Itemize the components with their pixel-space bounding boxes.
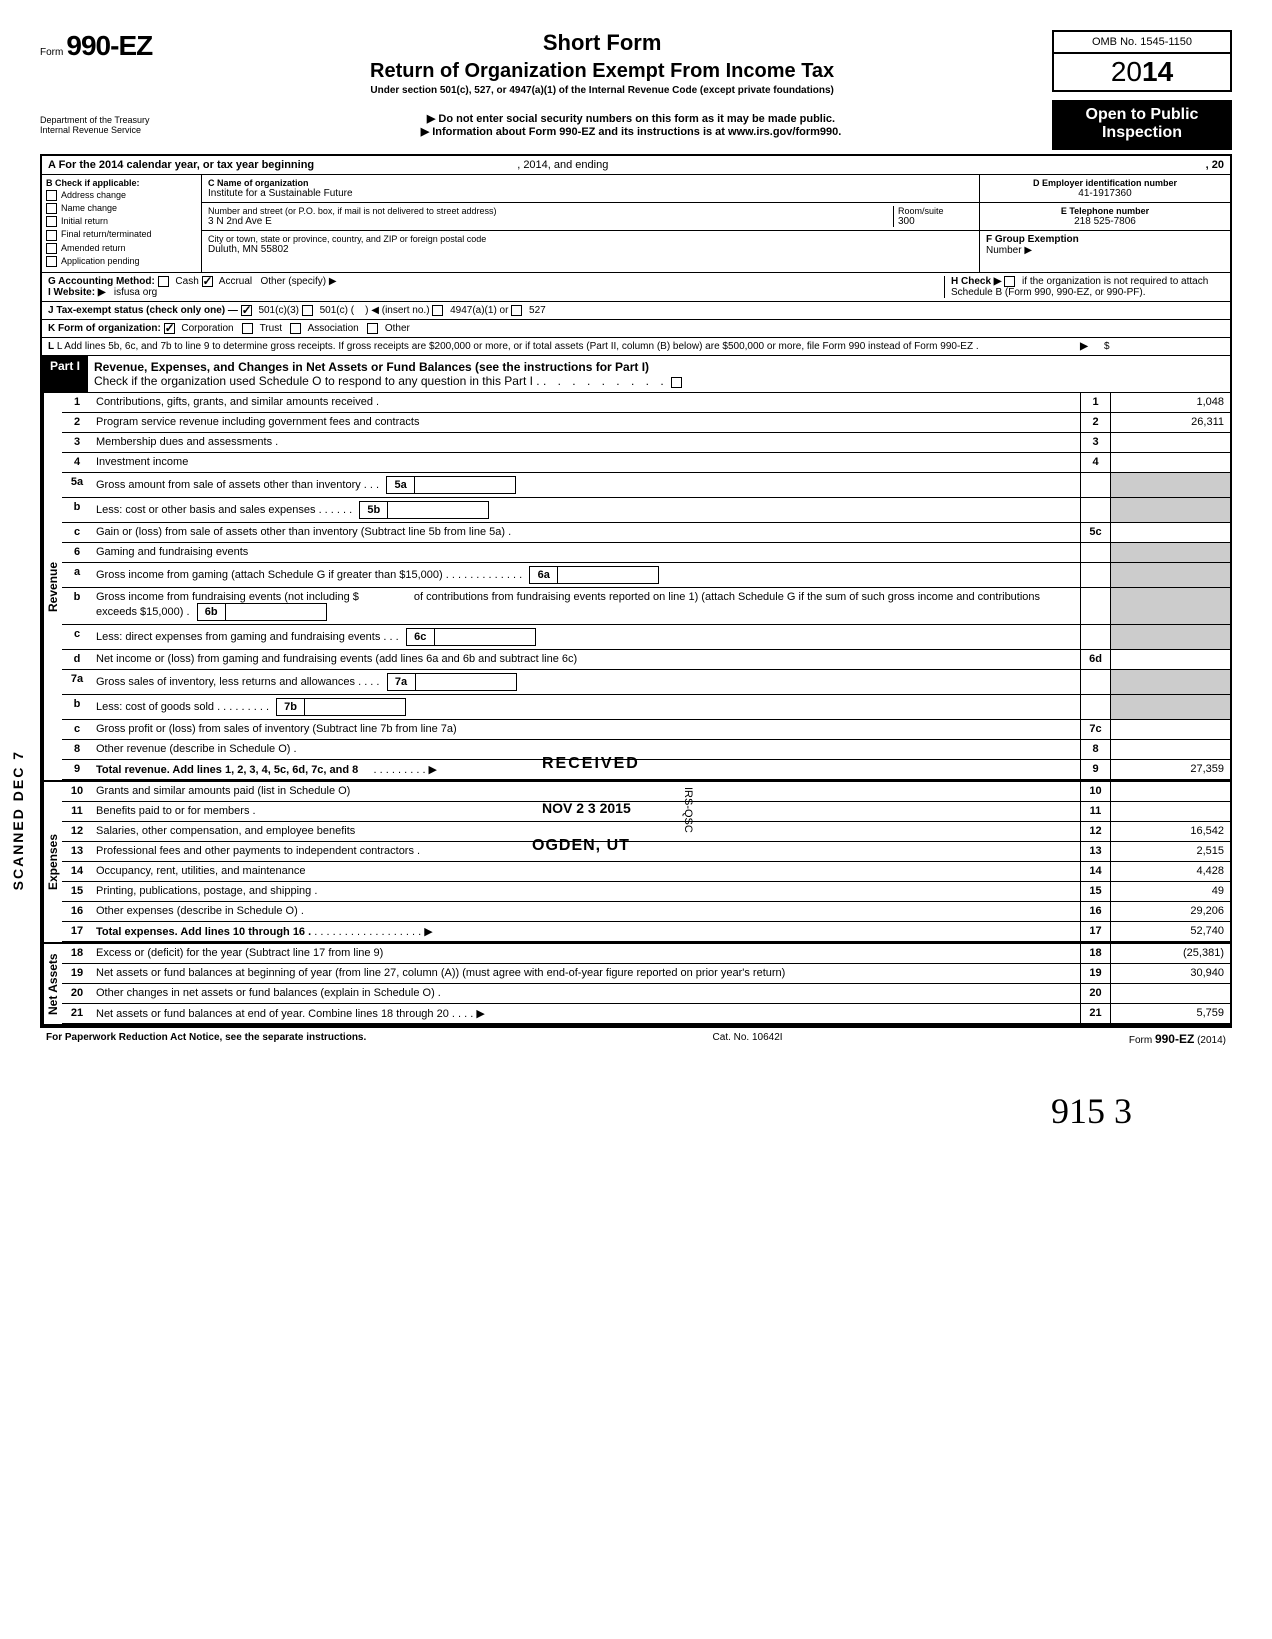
check-other-org[interactable] bbox=[367, 323, 378, 334]
tax-year: 2014 bbox=[1054, 54, 1230, 90]
room-suite: 300 bbox=[898, 216, 973, 227]
line15-val: 49 bbox=[1110, 882, 1230, 901]
check-accrual[interactable] bbox=[202, 276, 213, 287]
line14-val: 4,428 bbox=[1110, 862, 1230, 881]
section-a: A For the 2014 calendar year, or tax yea… bbox=[42, 156, 1230, 175]
line1-val: 1,048 bbox=[1110, 393, 1230, 412]
section-j: J Tax-exempt status (check only one) — 5… bbox=[42, 302, 1230, 320]
irs-stamp: IRS-QSC bbox=[682, 787, 694, 833]
part1-header: Part I Revenue, Expenses, and Changes in… bbox=[42, 356, 1230, 393]
check-4947[interactable] bbox=[432, 305, 443, 316]
check-trust[interactable] bbox=[242, 323, 253, 334]
check-corp[interactable] bbox=[164, 323, 175, 334]
subtitle: Under section 501(c), 527, or 4947(a)(1)… bbox=[162, 85, 1042, 96]
section-k: K Form of organization: Corporation Trus… bbox=[42, 320, 1230, 338]
section-de: D Employer identification number41-19173… bbox=[980, 175, 1230, 272]
website: isfusa org bbox=[114, 287, 157, 298]
handwritten-note: 915 3 bbox=[40, 1090, 1232, 1132]
check-name[interactable] bbox=[46, 203, 57, 214]
section-c: C Name of organizationInstitute for a Su… bbox=[202, 175, 980, 272]
ein: 41-1917360 bbox=[986, 188, 1224, 199]
revenue-label: Revenue bbox=[42, 393, 62, 780]
check-final[interactable] bbox=[46, 230, 57, 241]
check-sched-o[interactable] bbox=[671, 377, 682, 388]
check-pending[interactable] bbox=[46, 256, 57, 267]
line16-val: 29,206 bbox=[1110, 902, 1230, 921]
line13-val: 2,515 bbox=[1110, 842, 1230, 861]
line12-val: 16,542 bbox=[1110, 822, 1230, 841]
expenses-label: Expenses bbox=[42, 782, 62, 942]
form-number: 990-EZ bbox=[66, 30, 152, 61]
open-public-box: Open to Public Inspection bbox=[1052, 100, 1232, 150]
check-501c3[interactable] bbox=[241, 305, 252, 316]
right-header-boxes: OMB No. 1545-1150 2014 bbox=[1052, 30, 1232, 92]
check-amended[interactable] bbox=[46, 243, 57, 254]
ogden-stamp: OGDEN, UT bbox=[532, 837, 630, 855]
expenses-section: Expenses NOV 2 3 2015 OGDEN, UT IRS-QSC … bbox=[42, 782, 1230, 944]
department-label: Department of the Treasury Internal Reve… bbox=[40, 115, 210, 135]
revenue-section: Revenue 1Contributions, gifts, grants, a… bbox=[42, 393, 1230, 782]
check-501c[interactable] bbox=[302, 305, 313, 316]
form-number-box: Form 990-EZ bbox=[40, 30, 152, 62]
section-g-i-h: G Accounting Method: Cash Accrual Other … bbox=[42, 273, 1230, 302]
street-address: 3 N 2nd Ave E bbox=[208, 216, 893, 227]
return-title: Return of Organization Exempt From Incom… bbox=[162, 60, 1042, 83]
check-527[interactable] bbox=[511, 305, 522, 316]
received-stamp: RECEIVED bbox=[542, 755, 640, 773]
line21-val: 5,759 bbox=[1110, 1004, 1230, 1023]
check-cash[interactable] bbox=[158, 276, 169, 287]
line19-val: 30,940 bbox=[1110, 964, 1230, 983]
city-state-zip: Duluth, MN 55802 bbox=[208, 244, 486, 255]
instructions: ▶ Do not enter social security numbers o… bbox=[210, 112, 1052, 138]
line4-val bbox=[1110, 453, 1230, 472]
form-prefix: Form bbox=[40, 47, 63, 58]
omb-number: OMB No. 1545-1150 bbox=[1054, 32, 1230, 54]
date-stamp: NOV 2 3 2015 bbox=[542, 800, 631, 816]
org-name: Institute for a Sustainable Future bbox=[208, 188, 973, 199]
section-l: L L Add lines 5b, 6c, and 7b to line 9 t… bbox=[42, 338, 1230, 356]
line18-val: (25,381) bbox=[1110, 944, 1230, 963]
line3-val bbox=[1110, 433, 1230, 452]
line17-val: 52,740 bbox=[1110, 922, 1230, 941]
short-form-label: Short Form bbox=[162, 30, 1042, 56]
phone: 218 525-7806 bbox=[986, 216, 1224, 227]
netassets-label: Net Assets bbox=[42, 944, 62, 1024]
scanned-stamp: SCANNED DEC 7 bbox=[10, 750, 26, 890]
line2-val: 26,311 bbox=[1110, 413, 1230, 432]
footer: For Paperwork Reduction Act Notice, see … bbox=[40, 1028, 1232, 1050]
check-initial[interactable] bbox=[46, 216, 57, 227]
netassets-section: Net Assets 18Excess or (deficit) for the… bbox=[42, 944, 1230, 1026]
check-sched-b[interactable] bbox=[1004, 276, 1015, 287]
section-b: B Check if applicable: Address change Na… bbox=[42, 175, 202, 272]
open-public-label: Open to Public Inspection bbox=[1054, 100, 1230, 148]
section-b-row: B Check if applicable: Address change Na… bbox=[42, 175, 1230, 273]
check-assoc[interactable] bbox=[290, 323, 301, 334]
main-form: A For the 2014 calendar year, or tax yea… bbox=[40, 154, 1232, 1028]
instruction-row: Department of the Treasury Internal Reve… bbox=[40, 100, 1232, 150]
form-header: Form 990-EZ Short Form Return of Organiz… bbox=[40, 30, 1232, 96]
check-address[interactable] bbox=[46, 190, 57, 201]
title-column: Short Form Return of Organization Exempt… bbox=[162, 30, 1042, 96]
line9-val: 27,359 bbox=[1110, 760, 1230, 779]
